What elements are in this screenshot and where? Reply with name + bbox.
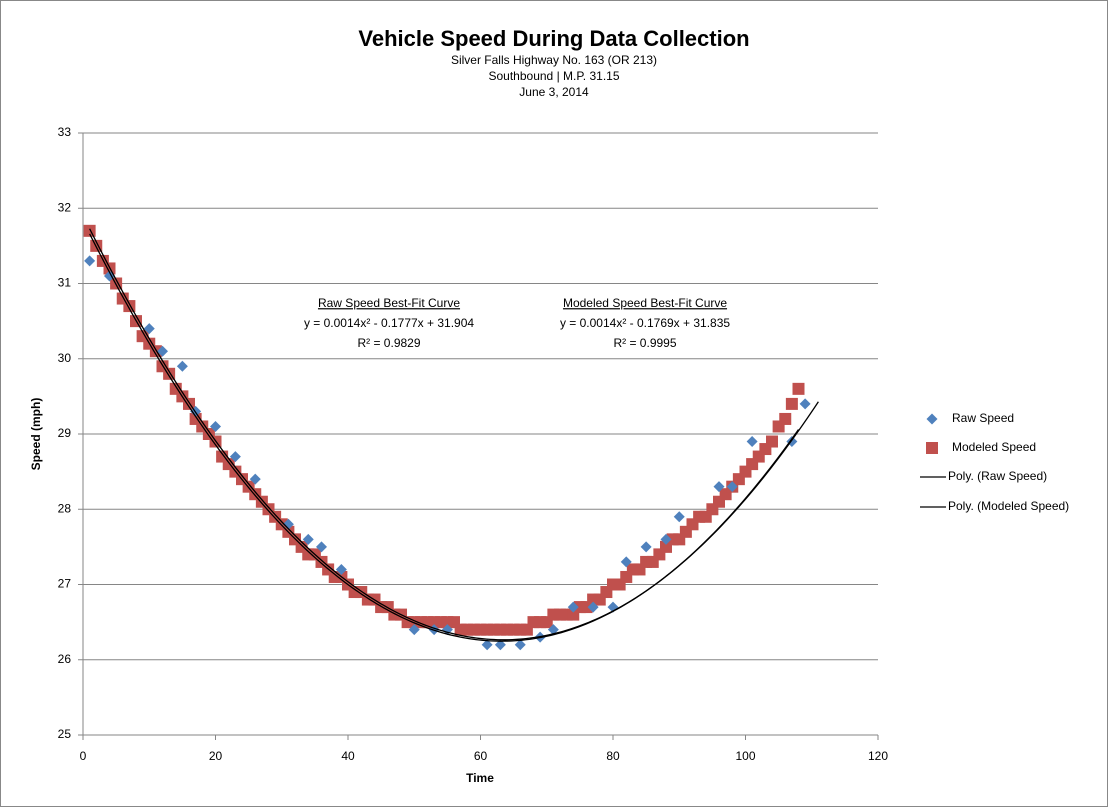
legend-label: Modeled Speed xyxy=(952,440,1036,454)
point xyxy=(792,382,805,395)
point xyxy=(229,451,241,463)
point xyxy=(157,345,168,357)
x-tick-label: 40 xyxy=(341,749,355,763)
annotation-equation: y = 0.0014x² - 0.1777x + 31.904 xyxy=(304,316,474,330)
y-tick-label: 30 xyxy=(58,351,72,365)
point xyxy=(766,435,778,448)
point xyxy=(494,639,506,651)
point xyxy=(620,556,632,568)
subtitle: Southbound | M.P. 31.15 xyxy=(489,69,620,83)
y-tick-label: 32 xyxy=(58,200,72,214)
legend-item: Modeled Speed xyxy=(926,440,1036,454)
legend-label: Poly. (Modeled Speed) xyxy=(948,499,1069,513)
point xyxy=(640,541,652,553)
point xyxy=(282,518,294,530)
point xyxy=(210,420,221,432)
point xyxy=(587,601,599,613)
y-tick-label: 33 xyxy=(58,125,72,139)
y-tick-label: 31 xyxy=(58,276,72,290)
point xyxy=(335,563,347,575)
subtitle: Silver Falls Highway No. 163 (OR 213) xyxy=(451,53,657,67)
x-tick-label: 120 xyxy=(868,749,888,763)
point xyxy=(567,601,579,613)
annotation-r2: R² = 0.9995 xyxy=(613,336,676,350)
y-tick-label: 28 xyxy=(58,501,72,515)
point xyxy=(660,533,672,545)
point xyxy=(143,323,155,335)
legend-item: Poly. (Raw Speed) xyxy=(920,469,1047,483)
point xyxy=(316,541,327,553)
legend-label: Raw Speed xyxy=(952,411,1014,425)
point xyxy=(746,436,758,448)
legend: Raw Speed Modeled Speed Poly. (Raw Speed) P… xyxy=(920,411,1069,513)
chart-title: Vehicle Speed During Data Collection xyxy=(358,26,749,51)
point xyxy=(408,624,420,636)
legend-item: Poly. (Modeled Speed) xyxy=(920,499,1069,513)
x-axis-title: Time xyxy=(466,771,494,785)
point xyxy=(926,442,938,454)
point xyxy=(713,481,725,493)
y-tick-label: 27 xyxy=(58,577,72,591)
point xyxy=(514,639,526,651)
point xyxy=(673,511,685,523)
point xyxy=(249,473,261,485)
trendline xyxy=(89,233,800,642)
annotation-r2: R² = 0.9829 xyxy=(357,336,420,350)
y-axis-title: Speed (mph) xyxy=(29,398,43,471)
x-tick-label: 80 xyxy=(606,749,620,763)
subtitle: June 3, 2014 xyxy=(519,85,589,99)
legend-item: Raw Speed xyxy=(926,411,1014,425)
point xyxy=(481,639,493,651)
annotation-title: Modeled Speed Best-Fit Curve xyxy=(563,296,727,310)
legend-label: Poly. (Raw Speed) xyxy=(948,469,1047,483)
annotation-title: Raw Speed Best-Fit Curve xyxy=(318,296,460,310)
point xyxy=(302,533,314,545)
x-tick-label: 0 xyxy=(80,749,87,763)
point xyxy=(176,360,188,372)
x-tick-label: 100 xyxy=(735,749,755,763)
point xyxy=(84,255,96,267)
x-tick-label: 20 xyxy=(209,749,223,763)
point xyxy=(799,398,811,410)
point xyxy=(779,412,792,425)
point xyxy=(785,397,798,410)
point xyxy=(926,413,938,425)
point xyxy=(726,481,738,493)
y-tick-label: 29 xyxy=(58,426,72,440)
annotation-equation: y = 0.0014x² - 0.1769x + 31.835 xyxy=(560,316,730,330)
x-tick-label: 60 xyxy=(474,749,488,763)
point xyxy=(547,624,559,636)
y-tick-label: 25 xyxy=(58,727,72,741)
y-tick-label: 26 xyxy=(58,652,72,666)
